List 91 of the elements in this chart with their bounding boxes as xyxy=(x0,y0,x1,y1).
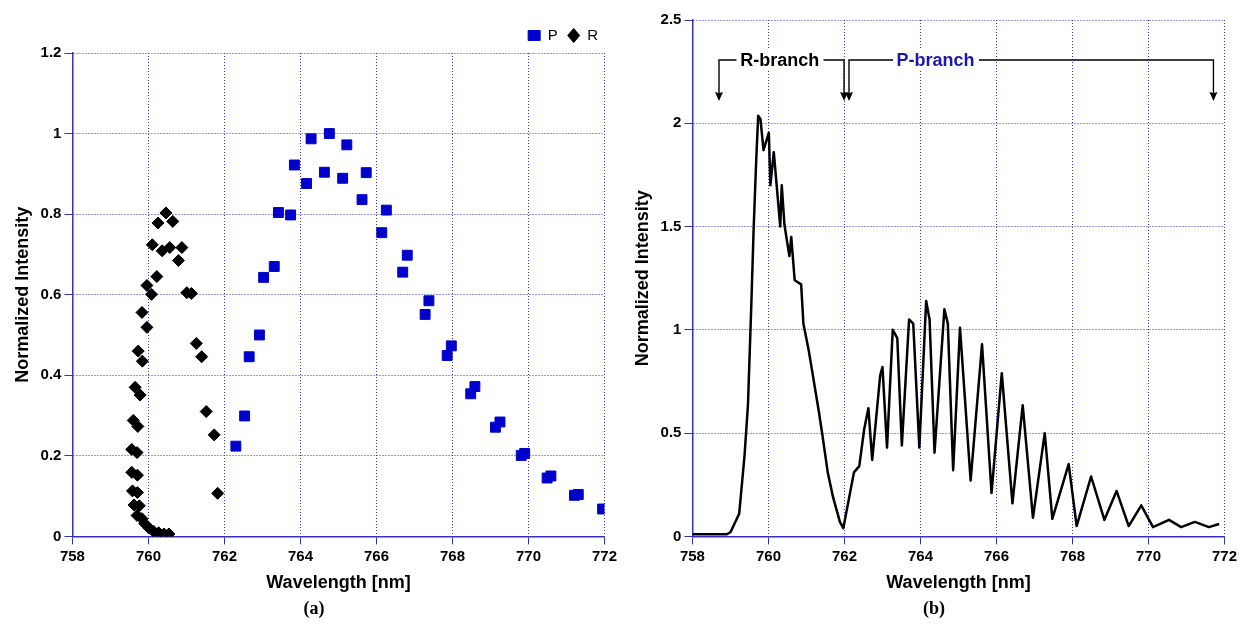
point xyxy=(175,241,189,255)
x-tick-label: 762 xyxy=(831,546,857,564)
point xyxy=(258,271,270,283)
point xyxy=(211,486,225,500)
point xyxy=(159,206,173,220)
point xyxy=(423,295,435,307)
x-tick-label: 768 xyxy=(439,546,465,564)
y-tick-label: 0 xyxy=(673,526,682,544)
point xyxy=(323,128,335,140)
point xyxy=(195,350,209,364)
point xyxy=(135,354,149,368)
point xyxy=(380,204,392,216)
y-tick-label: 0.6 xyxy=(40,284,62,302)
x-tick-label: 760 xyxy=(135,546,161,564)
point xyxy=(441,350,453,361)
point xyxy=(171,253,185,267)
annotation: R-branch xyxy=(736,49,824,71)
x-axis-title: Wavelength [nm] xyxy=(266,572,411,593)
point xyxy=(341,139,353,151)
y-tick-label: 2.5 xyxy=(660,10,682,28)
legend-label: P xyxy=(547,25,558,43)
point xyxy=(131,419,145,433)
point xyxy=(253,329,265,341)
y-axis-title: Normalized Intensity xyxy=(11,206,32,383)
x-tick-label: 770 xyxy=(1135,546,1161,564)
point xyxy=(239,410,251,422)
point xyxy=(318,166,330,178)
point xyxy=(150,270,164,284)
point xyxy=(189,336,203,350)
point xyxy=(288,159,300,171)
y-tick-label: 0.4 xyxy=(40,365,63,383)
point xyxy=(166,214,180,228)
point xyxy=(494,416,506,428)
point xyxy=(163,241,177,255)
point xyxy=(376,227,388,239)
point xyxy=(285,209,297,221)
y-tick-label: 1 xyxy=(673,319,682,337)
x-tick-label: 770 xyxy=(515,546,541,564)
x-axis-title: Wavelength [nm] xyxy=(886,572,1031,593)
y-tick-label: 0.2 xyxy=(40,445,62,463)
x-tick-label: 772 xyxy=(1211,546,1237,564)
point xyxy=(356,194,368,206)
point xyxy=(445,340,457,352)
point xyxy=(133,388,147,402)
point xyxy=(469,381,481,392)
y-tick-label: 1.5 xyxy=(660,216,682,234)
point xyxy=(305,133,317,145)
y-tick-label: 2 xyxy=(673,113,682,131)
x-tick-label: 762 xyxy=(211,546,237,564)
point xyxy=(135,305,149,319)
point xyxy=(519,447,531,459)
x-tick-label: 768 xyxy=(1059,546,1085,564)
x-tick-label: 758 xyxy=(679,546,705,564)
x-tick-label: 764 xyxy=(907,546,934,564)
x-tick-label: 766 xyxy=(363,546,389,564)
point xyxy=(145,238,159,252)
point xyxy=(230,440,242,452)
point xyxy=(272,207,284,218)
point xyxy=(243,351,255,363)
point xyxy=(207,428,221,442)
point xyxy=(268,261,280,272)
y-tick-label: 0 xyxy=(53,526,62,544)
point xyxy=(199,405,213,419)
text: (a) xyxy=(303,598,325,619)
point xyxy=(301,178,312,189)
point xyxy=(131,344,145,358)
annotation: P-branch xyxy=(892,49,979,71)
point xyxy=(337,172,349,184)
point xyxy=(128,380,142,394)
x-tick-label: 772 xyxy=(591,546,617,564)
y-axis-title: Normalized Intensity xyxy=(631,190,652,367)
point xyxy=(545,470,557,482)
x-tick-label: 764 xyxy=(287,546,314,564)
y-tick-label: 1.2 xyxy=(40,43,62,61)
point xyxy=(397,266,409,278)
point xyxy=(360,167,372,179)
x-tick-label: 760 xyxy=(755,546,781,564)
point xyxy=(151,216,165,230)
point xyxy=(572,489,584,500)
point xyxy=(140,320,154,334)
y-tick-label: 1 xyxy=(53,123,62,141)
legend-label: R xyxy=(587,25,599,43)
point xyxy=(140,278,154,292)
text: (b) xyxy=(923,598,945,619)
y-tick-label: 0.5 xyxy=(660,423,682,441)
point xyxy=(401,249,413,261)
y-tick-label: 0.8 xyxy=(40,204,62,222)
point xyxy=(145,287,158,301)
x-tick-label: 758 xyxy=(59,546,85,564)
point xyxy=(419,308,431,320)
x-tick-label: 766 xyxy=(983,546,1009,564)
